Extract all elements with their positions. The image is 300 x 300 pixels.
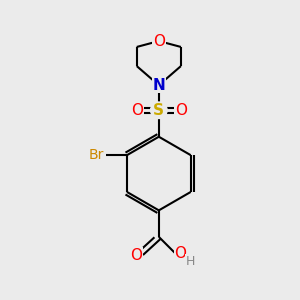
Text: O: O [131,103,143,118]
Text: Br: Br [88,148,104,162]
Text: O: O [174,246,186,261]
Circle shape [151,102,167,119]
Text: O: O [175,103,187,118]
Text: N: N [152,78,165,93]
Text: O: O [153,34,165,49]
Text: H: H [186,255,195,268]
Text: S: S [153,103,164,118]
Text: O: O [130,248,142,263]
